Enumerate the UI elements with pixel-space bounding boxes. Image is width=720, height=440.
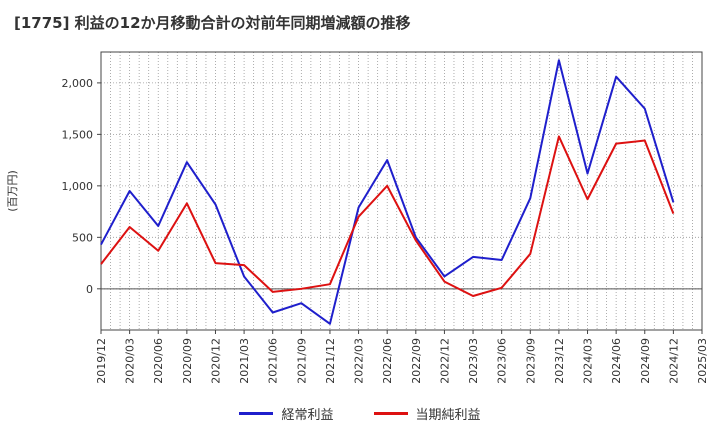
legend-swatch — [239, 412, 274, 415]
x-tick-label: 2023/12 — [553, 338, 566, 384]
x-tick-label: 2020/09 — [181, 338, 194, 384]
x-tick-label: 2022/12 — [438, 338, 451, 384]
x-tick-label: 2023/03 — [467, 338, 480, 384]
y-tick-label: 2,000 — [62, 77, 94, 90]
x-tick-label: 2020/12 — [209, 338, 222, 384]
grid-lines — [101, 52, 702, 330]
y-tick-label: 500 — [72, 231, 93, 244]
x-tick-label: 2022/06 — [381, 338, 394, 384]
x-axis-ticks: 2019/12 2020/03 2020/06 2020/09 2020/12 2021/… — [95, 330, 709, 384]
y-tick-label: 1,500 — [62, 128, 94, 141]
x-tick-label: 2023/09 — [524, 338, 537, 384]
y-axis-title: (百万円) — [6, 170, 19, 212]
legend: 経常利益 当期純利益 — [0, 404, 720, 423]
x-tick-label: 2021/06 — [267, 338, 280, 384]
x-tick-label: 2024/03 — [582, 338, 595, 384]
x-tick-label: 2024/09 — [639, 338, 652, 384]
legend-item-ordinary-profit: 経常利益 — [239, 404, 334, 423]
y-tick-label: 1,000 — [62, 180, 94, 193]
x-tick-label: 2020/03 — [124, 338, 137, 384]
x-tick-label: 2023/06 — [496, 338, 509, 384]
y-tick-label: 0 — [86, 283, 93, 296]
legend-item-net-profit: 当期純利益 — [373, 404, 481, 423]
legend-label: 経常利益 — [281, 408, 334, 423]
legend-swatch — [373, 412, 408, 415]
x-tick-label: 2024/06 — [610, 338, 623, 384]
x-tick-label: 2020/06 — [152, 338, 165, 384]
x-tick-label: 2019/12 — [95, 338, 108, 384]
series-line-1 — [100, 135, 675, 298]
x-tick-label: 2025/03 — [696, 338, 709, 384]
series-line-0 — [100, 59, 675, 325]
chart-title: [1775] 利益の12か月移動合計の対前年同期増減額の推移 — [14, 14, 411, 32]
series-layer — [100, 59, 675, 325]
plot-frame — [100, 51, 703, 331]
legend-label: 当期純利益 — [415, 408, 481, 423]
x-tick-label: 2024/12 — [667, 338, 680, 384]
x-tick-label: 2021/12 — [324, 338, 337, 384]
x-tick-label: 2022/09 — [410, 338, 423, 384]
x-tick-label: 2021/09 — [295, 338, 308, 384]
x-tick-label: 2022/03 — [353, 338, 366, 384]
y-axis-ticks: 0 500 1,000 1,500 2,000 — [62, 77, 101, 296]
x-tick-label: 2021/03 — [238, 338, 251, 384]
